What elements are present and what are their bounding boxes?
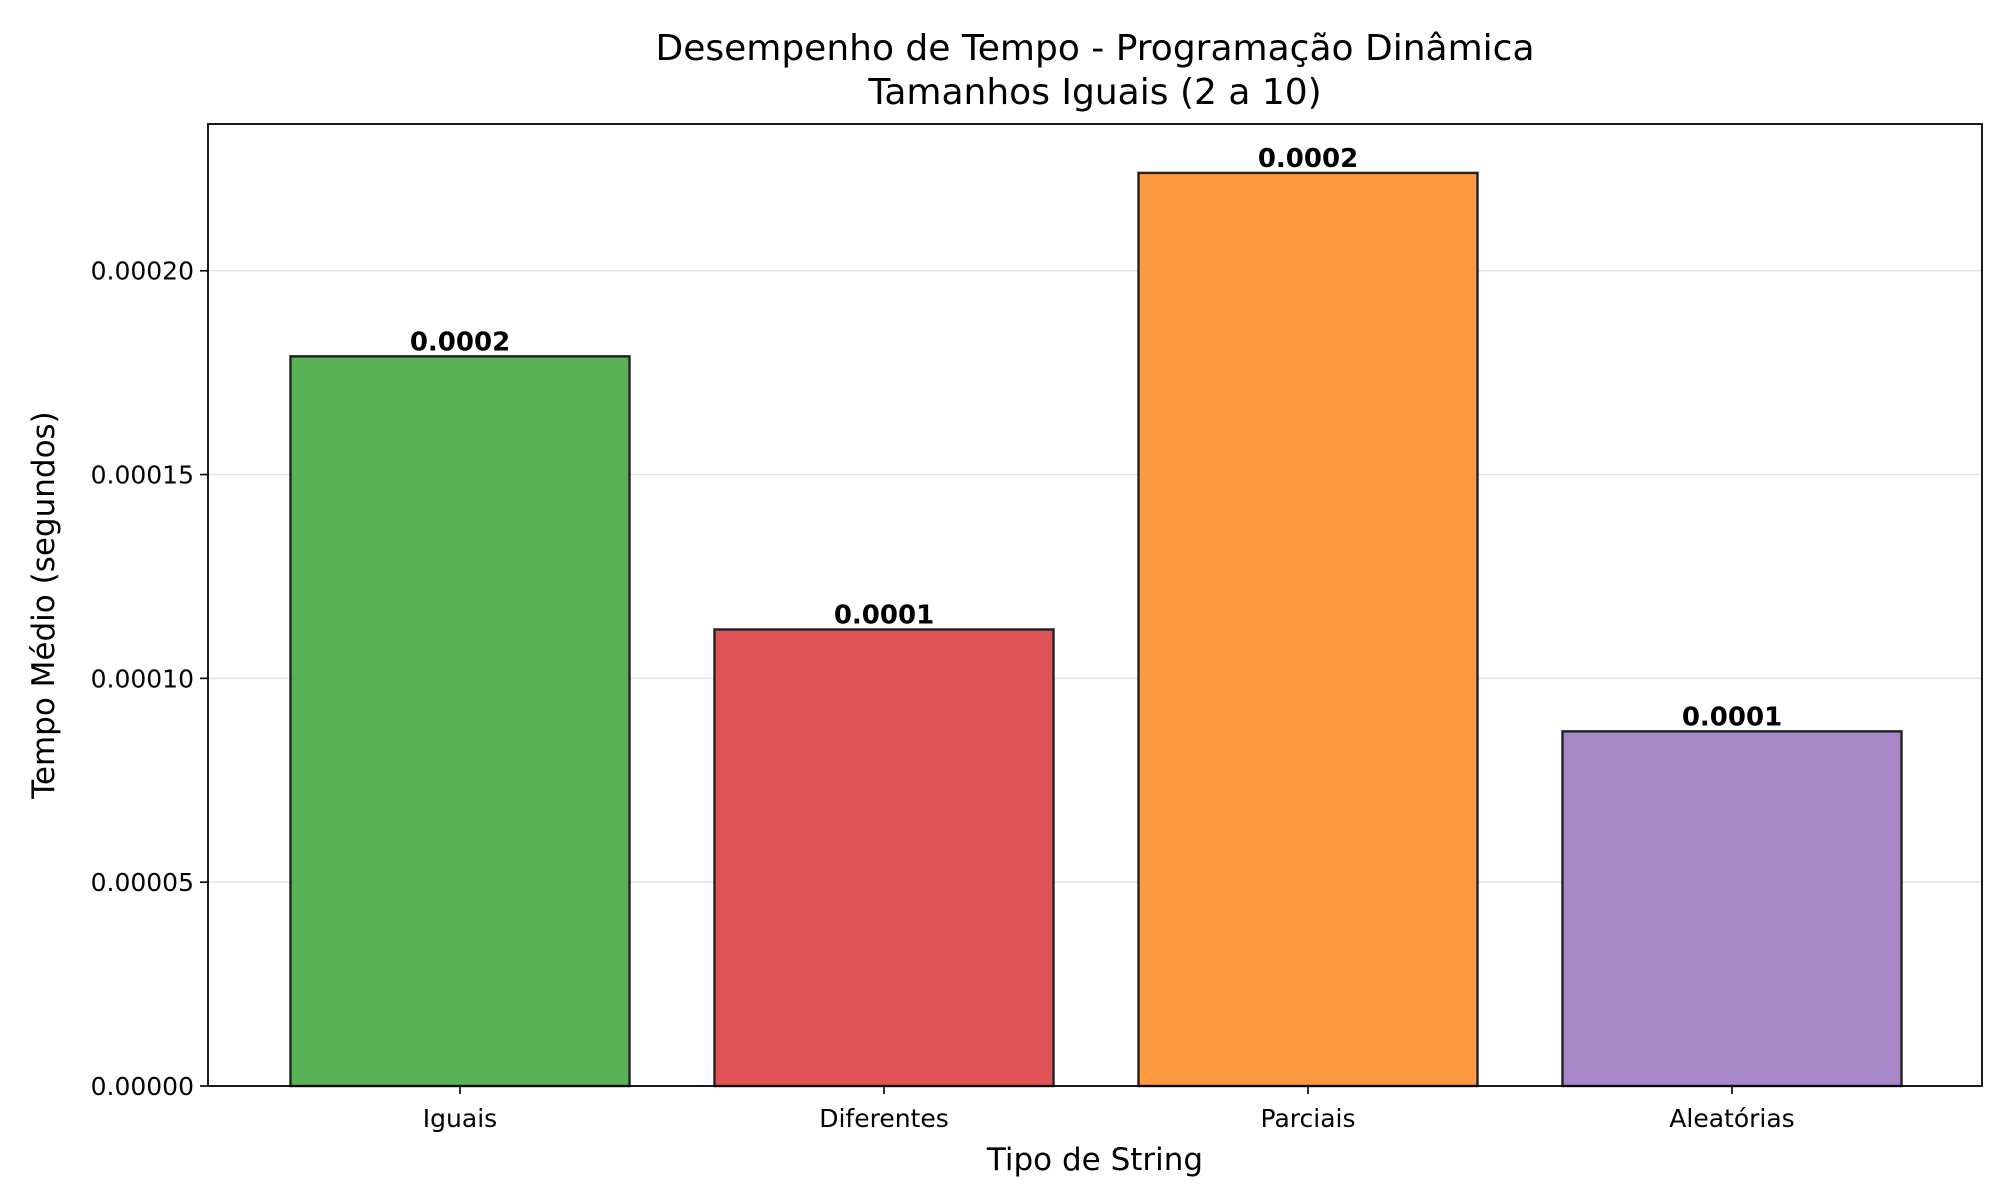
x-axis-ticks: Iguais Diferentes Parciais Aleatórias xyxy=(423,1086,1795,1133)
y-axis-label: Tempo Médio (segundos) xyxy=(26,411,62,800)
y-tick-label: 0.00010 xyxy=(91,664,194,693)
bar-parciais xyxy=(1137,171,1479,1088)
bar-diferentes xyxy=(713,628,1055,1088)
y-axis-ticks: 0.00000 0.00005 0.00010 0.00015 0.00020 xyxy=(91,257,208,1101)
y-tick-label: 0.00005 xyxy=(91,868,194,897)
bar-iguais xyxy=(289,355,631,1088)
x-tick-label: Iguais xyxy=(423,1104,497,1133)
data-label: 0.0002 xyxy=(1258,144,1358,174)
chart-subtitle: Tamanhos Iguais (2 a 10) xyxy=(867,72,1321,113)
chart-title: Desempenho de Tempo - Programação Dinâmi… xyxy=(655,28,1534,69)
y-tick-label: 0.00020 xyxy=(91,257,194,286)
x-tick-label: Aleatórias xyxy=(1669,1104,1794,1133)
y-tick-label: 0.00000 xyxy=(91,1072,194,1101)
x-tick-label: Diferentes xyxy=(819,1104,949,1133)
bar-aleatórias xyxy=(1561,730,1903,1088)
data-label: 0.0002 xyxy=(410,327,510,357)
y-tick-label: 0.00015 xyxy=(91,461,194,490)
x-axis-label: Tipo de String xyxy=(986,1142,1203,1178)
bars xyxy=(289,171,1903,1088)
data-label: 0.0001 xyxy=(834,600,934,630)
data-labels: 0.0002 0.0001 0.0002 0.0001 xyxy=(410,144,1782,732)
data-label: 0.0001 xyxy=(1682,702,1782,732)
plot-frame xyxy=(207,123,1983,1087)
x-tick-label: Parciais xyxy=(1261,1104,1356,1133)
